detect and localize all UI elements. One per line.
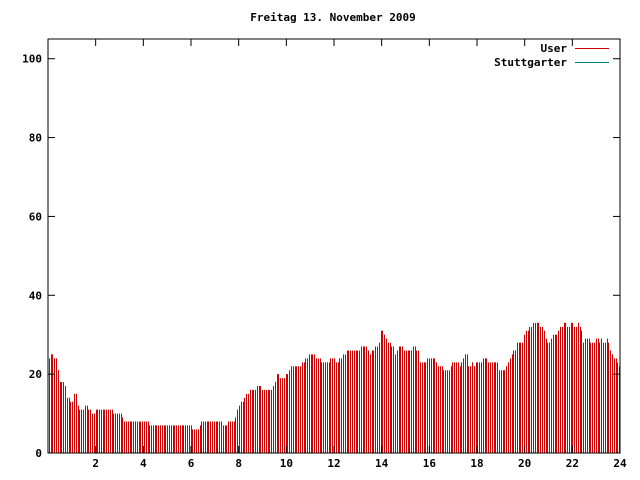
legend-swatch-user bbox=[575, 48, 609, 49]
x-tick-label: 12 bbox=[327, 457, 340, 470]
y-tick-label: 60 bbox=[29, 210, 42, 223]
x-tick-label: 22 bbox=[566, 457, 579, 470]
legend-entry-user: User bbox=[413, 42, 613, 56]
y-tick-label: 100 bbox=[22, 53, 42, 66]
y-tick-label: 80 bbox=[29, 132, 42, 145]
x-tick-label: 14 bbox=[375, 457, 389, 470]
bars-user bbox=[49, 322, 620, 453]
y-axis-ticks: 0 20 40 60 80 100 bbox=[22, 53, 620, 460]
x-tick-label: 24 bbox=[613, 457, 627, 470]
x-tick-label: 2 bbox=[92, 457, 99, 470]
x-tick-label: 20 bbox=[518, 457, 531, 470]
legend: User Stuttgarter bbox=[413, 42, 613, 70]
y-tick-label: 40 bbox=[29, 289, 42, 302]
y-tick-label: 0 bbox=[35, 447, 42, 460]
legend-label-stuttgarter: Stuttgarter bbox=[494, 56, 567, 69]
chart-title: Freitag 13. November 2009 bbox=[250, 11, 416, 24]
x-tick-label: 18 bbox=[470, 457, 483, 470]
legend-label-user: User bbox=[540, 42, 568, 55]
x-tick-label: 8 bbox=[235, 457, 242, 470]
x-tick-label: 16 bbox=[423, 457, 437, 470]
x-tick-label: 6 bbox=[188, 457, 195, 470]
legend-entry-stuttgarter: Stuttgarter bbox=[413, 56, 613, 70]
x-tick-label: 4 bbox=[140, 457, 147, 470]
x-axis-ticks: 2 4 6 8 10 12 14 16 18 20 22 24 bbox=[92, 39, 627, 470]
legend-swatch-stuttgarter bbox=[575, 62, 609, 63]
y-tick-label: 20 bbox=[29, 368, 42, 381]
x-tick-label: 10 bbox=[280, 457, 293, 470]
